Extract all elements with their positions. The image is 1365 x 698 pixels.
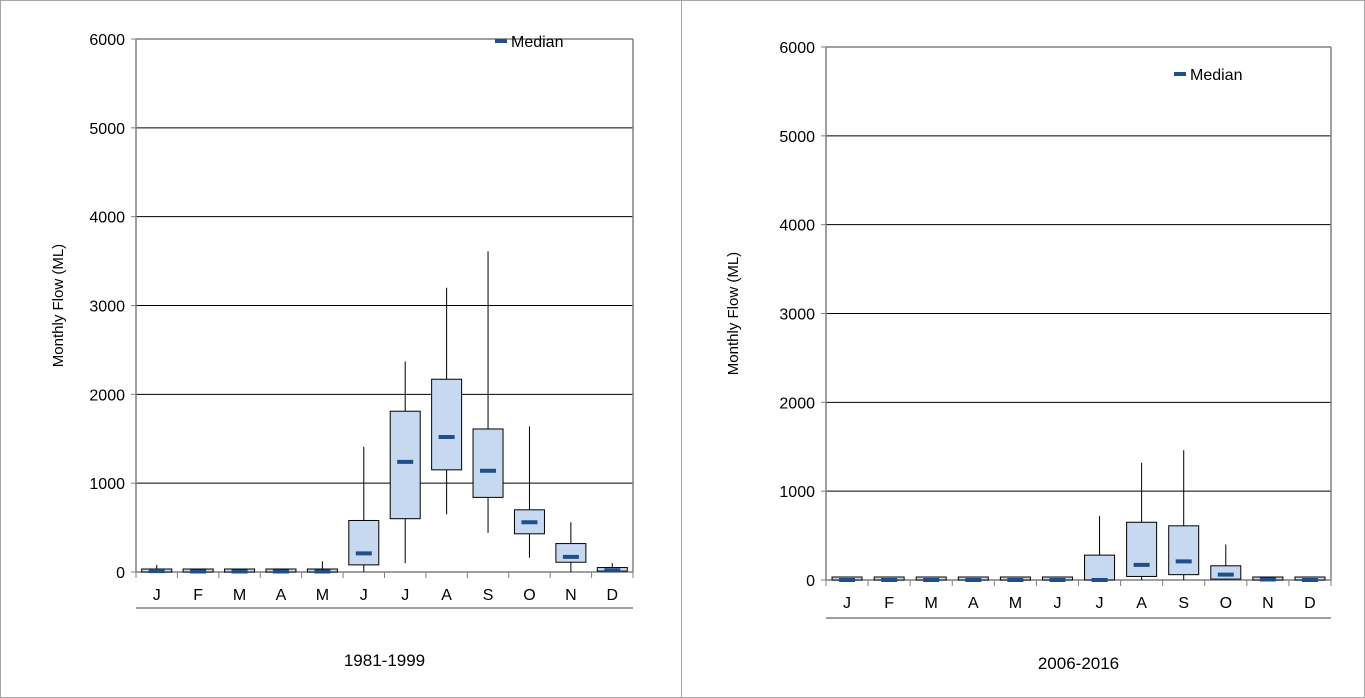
chart2-y-tick-label: 3000 bbox=[779, 307, 815, 324]
chart2-x-tick-label: N bbox=[1262, 595, 1274, 612]
chart1-y-axis-label: Monthly Flow (ML) bbox=[50, 244, 67, 367]
chart1-x-tick-label: J bbox=[360, 587, 368, 604]
chart1-legend-label: Median bbox=[511, 34, 563, 51]
chart2-x-tick-label: O bbox=[1220, 595, 1232, 612]
chart2-y-axis-label: Monthly Flow (ML) bbox=[725, 252, 742, 375]
chart2-box bbox=[1084, 554, 1116, 581]
chart2-box bbox=[1168, 525, 1200, 576]
chart1-y-tick-label: 5000 bbox=[89, 121, 125, 138]
chart2-title: 2006-2016 bbox=[1038, 654, 1119, 673]
chart2-y-tick-label: 4000 bbox=[779, 218, 815, 235]
chart1-y-tick-label: 1000 bbox=[89, 476, 125, 493]
chart1-x-tick-label: J bbox=[153, 587, 161, 604]
chart2-x-tick-label: J bbox=[1053, 595, 1061, 612]
chart2-x-tick-label: M bbox=[925, 595, 938, 612]
chart2-x-tick-label: J bbox=[1096, 595, 1104, 612]
chart2-y-tick-label: 2000 bbox=[779, 395, 815, 412]
chart1-x-tick-label: N bbox=[565, 587, 577, 604]
chart1-y-tick-label: 6000 bbox=[89, 32, 125, 49]
chart2-y-tick-label: 5000 bbox=[779, 129, 815, 146]
chart1-x-tick-label: M bbox=[233, 587, 246, 604]
chart1-x-tick-label: S bbox=[483, 587, 494, 604]
chart1-x-tick-label: F bbox=[193, 587, 203, 604]
chart1-x-tick-label: D bbox=[607, 587, 619, 604]
chart1-box bbox=[348, 519, 380, 566]
chart1-x-tick-label: A bbox=[441, 587, 452, 604]
chart1-y-tick-label: 3000 bbox=[89, 299, 125, 316]
chart2-x-tick-label: F bbox=[884, 595, 894, 612]
chart1-y-tick-label: 0 bbox=[116, 565, 125, 582]
chart1-x-tick-label: J bbox=[401, 587, 409, 604]
chart2-x-tick-label: J bbox=[843, 595, 851, 612]
chart2-x-tick-label: A bbox=[968, 595, 979, 612]
chart1-x-tick-label: M bbox=[316, 587, 329, 604]
chart2-x-tick-label: M bbox=[1009, 595, 1022, 612]
chart1-box bbox=[472, 428, 504, 498]
chart1-title: 1981-1999 bbox=[344, 651, 425, 670]
chart2-box bbox=[1126, 521, 1158, 577]
chart2-x-tick-label: S bbox=[1178, 595, 1189, 612]
chart2-y-tick-label: 1000 bbox=[779, 484, 815, 501]
chart1-box bbox=[431, 378, 463, 471]
chart1-x-tick-label: O bbox=[523, 587, 535, 604]
chart2-x-tick-label: A bbox=[1136, 595, 1147, 612]
chart2-x-tick-label: D bbox=[1304, 595, 1316, 612]
chart2-y-tick-label: 6000 bbox=[779, 40, 815, 57]
chart1-y-tick-label: 2000 bbox=[89, 387, 125, 404]
panel-divider bbox=[681, 0, 682, 698]
chart2-legend-label: Median bbox=[1190, 67, 1242, 84]
chart1-y-tick-label: 4000 bbox=[89, 210, 125, 227]
chart2-box bbox=[1210, 565, 1242, 580]
chart1-x-tick-label: A bbox=[276, 587, 287, 604]
chart1-box bbox=[389, 410, 421, 520]
chart1-box bbox=[555, 543, 587, 563]
chart2-y-tick-label: 0 bbox=[806, 573, 815, 590]
